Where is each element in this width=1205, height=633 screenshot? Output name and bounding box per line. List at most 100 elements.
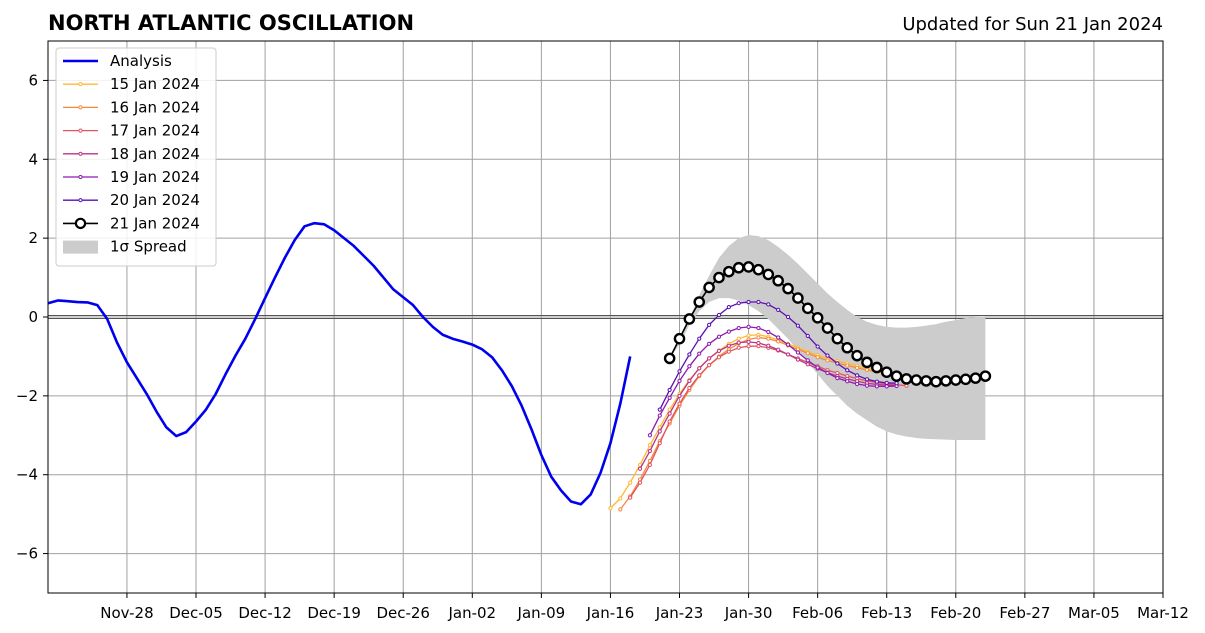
forecast-marker <box>732 261 745 274</box>
forecast-marker <box>795 350 801 355</box>
forecast-marker <box>716 348 722 354</box>
forecast-marker <box>825 370 830 376</box>
forecast-marker <box>736 325 741 331</box>
forecast-marker <box>766 343 771 348</box>
forecast-marker <box>766 336 771 341</box>
x-tick-label: Feb-06 <box>792 604 843 622</box>
legend-label: 18 Jan 2024 <box>110 145 200 163</box>
legend-entry: 21 Jan 2024 <box>63 214 200 232</box>
axes: Nov-28 Dec-05 Dec-12 Dec-19 Dec-26 Jan-02 Jan-… <box>16 40 1189 622</box>
y-tick-label: 2 <box>28 229 38 247</box>
forecast-marker <box>855 381 860 387</box>
legend-marker <box>74 217 87 230</box>
forecast-marker <box>693 296 706 308</box>
forecast-marker <box>910 374 923 386</box>
x-tick-label: Feb-27 <box>999 604 1050 622</box>
forecast-series <box>663 261 992 388</box>
legend-swatch <box>63 240 98 254</box>
legend-marker <box>78 82 83 87</box>
chart-title: NORTH ATLANTIC OSCILLATION <box>48 11 414 35</box>
forecast-marker <box>811 311 824 324</box>
forecast-marker <box>792 292 804 304</box>
legend-label: 21 Jan 2024 <box>110 214 200 232</box>
legend-label: 16 Jan 2024 <box>110 98 200 116</box>
y-tick-label: −2 <box>16 387 38 405</box>
x-tick-label: Dec-12 <box>238 604 292 622</box>
forecast-marker <box>815 355 820 360</box>
forecast-marker <box>815 365 820 370</box>
forecast-marker <box>703 281 715 294</box>
forecast-marker <box>762 268 775 281</box>
y-tick-label: −4 <box>16 466 38 484</box>
legend-entry: 20 Jan 2024 <box>63 191 200 209</box>
forecast-marker <box>776 335 781 340</box>
x-tick-label: Jan-02 <box>447 604 496 622</box>
x-tick-label: Mar-05 <box>1068 604 1120 622</box>
forecast-marker <box>825 358 830 363</box>
legend-entry: 16 Jan 2024 <box>63 98 200 116</box>
forecast-marker <box>855 373 860 378</box>
forecast-marker <box>959 373 972 386</box>
forecast-marker <box>647 448 653 454</box>
forecast-marker <box>726 343 731 348</box>
forecast-marker <box>742 261 755 273</box>
forecast-marker <box>772 274 784 287</box>
forecast-marker <box>805 358 810 363</box>
forecast-marker <box>795 323 801 328</box>
forecast-marker <box>746 333 751 338</box>
legend-entry: 18 Jan 2024 <box>63 145 200 163</box>
forecast-marker <box>657 429 662 434</box>
x-tick-label: Dec-05 <box>169 604 223 622</box>
legend-entry: 1σ Spread <box>63 238 187 256</box>
forecast-marker <box>677 378 682 383</box>
forecast-marker <box>752 263 765 276</box>
forecast-marker <box>657 441 662 446</box>
forecast-marker <box>663 352 676 365</box>
forecast-marker <box>864 383 870 388</box>
forecast-marker <box>697 336 702 341</box>
forecast-marker <box>726 329 731 334</box>
forecast-marker <box>864 367 870 372</box>
forecast-marker <box>756 325 761 331</box>
y-tick-label: 4 <box>28 150 38 168</box>
forecast-marker <box>687 364 692 369</box>
forecast-marker <box>608 506 613 511</box>
forecast-marker <box>880 366 893 379</box>
forecast-marker <box>874 379 879 384</box>
forecast-marker <box>716 355 722 360</box>
forecast-marker <box>874 384 879 389</box>
forecast-marker <box>716 334 722 339</box>
forecast-marker <box>825 353 830 358</box>
y-tick-label: −6 <box>16 545 38 563</box>
forecast-marker <box>657 407 662 412</box>
legend: Analysis 15 Jan 2024 16 Jan 2024 17 Jan 202… <box>55 47 217 267</box>
forecast-marker <box>845 368 850 373</box>
legend-box <box>55 47 217 267</box>
legend-label: 15 Jan 2024 <box>110 75 200 93</box>
forecast-marker <box>667 419 672 424</box>
x-tick-label: Mar-12 <box>1137 604 1189 622</box>
legend-label: 1σ Spread <box>110 238 187 256</box>
forecast-marker <box>716 312 722 318</box>
forecast-marker <box>776 307 781 313</box>
forecast-marker <box>979 370 992 382</box>
forecast-series <box>657 299 899 412</box>
forecast-marker <box>835 361 840 366</box>
forecast-marker <box>713 271 725 284</box>
forecast-marker <box>795 357 801 362</box>
forecast-marker <box>831 332 844 345</box>
forecast-marker <box>667 387 672 393</box>
legend-marker <box>78 128 83 133</box>
forecast-marker <box>736 345 741 350</box>
forecast-marker <box>647 433 653 438</box>
forecast-marker <box>785 342 791 347</box>
legend-marker <box>78 174 83 180</box>
analysis-line <box>47 221 632 506</box>
forecast-marker <box>647 462 653 467</box>
forecast-marker <box>900 373 913 385</box>
forecast-marker <box>618 496 623 501</box>
forecast-marker <box>667 411 672 416</box>
x-tick-label: Jan-30 <box>724 604 773 622</box>
forecast-marker <box>687 385 692 391</box>
forecast-marker <box>920 375 932 387</box>
